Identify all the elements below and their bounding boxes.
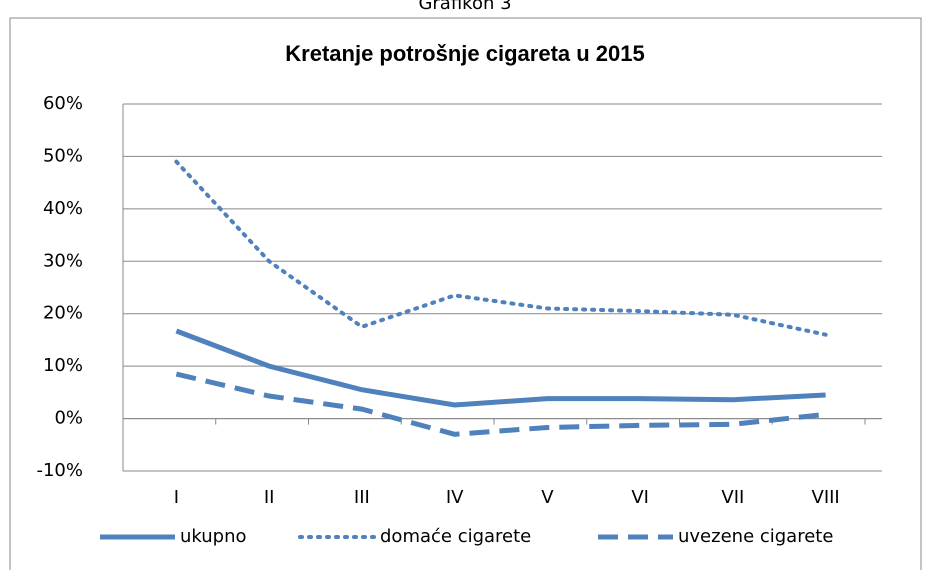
x-tick-label: I xyxy=(174,487,179,508)
y-tick-label: 50% xyxy=(43,145,83,166)
y-tick-label: -10% xyxy=(36,460,83,481)
series-line xyxy=(175,371,826,437)
x-tick-label: VIII xyxy=(812,487,840,508)
chart-title: Kretanje potrošnje cigareta u 2015 xyxy=(285,41,644,66)
y-tick-label: 0% xyxy=(54,408,83,429)
x-tick-label: III xyxy=(354,487,370,508)
x-tick-label: VI xyxy=(631,487,649,508)
y-tick-label: 40% xyxy=(43,198,83,219)
legend-label: ukupno xyxy=(180,526,247,547)
legend-label: domaće cigarete xyxy=(380,526,531,547)
x-tick-label: VII xyxy=(721,487,744,508)
caption: Grafikon 3 xyxy=(418,0,511,14)
series-line xyxy=(174,159,828,337)
y-tick-label: 60% xyxy=(43,93,83,114)
chart-border xyxy=(9,17,922,570)
x-tick-label: IV xyxy=(446,487,464,508)
y-tick-label: 10% xyxy=(43,355,83,376)
series-line xyxy=(175,328,826,408)
legend-label: uvezene cigarete xyxy=(678,526,833,547)
x-tick-label: V xyxy=(541,487,554,508)
y-tick-label: 20% xyxy=(43,303,83,324)
x-tick-label: II xyxy=(264,487,275,508)
y-tick-label: 30% xyxy=(43,250,83,271)
